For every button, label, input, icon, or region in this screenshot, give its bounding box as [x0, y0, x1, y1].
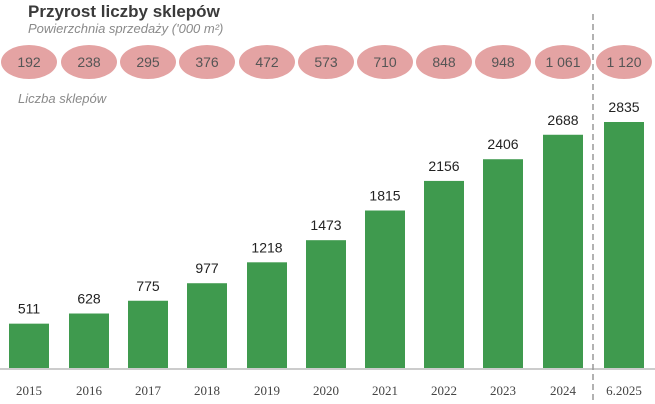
bar	[306, 240, 346, 368]
chart-subtitle: Powierzchnia sprzedaży ('000 m²)	[28, 21, 223, 36]
x-tick-label: 2022	[431, 383, 457, 398]
bar	[69, 313, 109, 368]
sales-area-label: 710	[373, 54, 397, 70]
bar	[424, 180, 464, 368]
series-label: Liczba sklepów	[18, 91, 108, 106]
sales-area-ellipse	[120, 45, 176, 79]
sales-area-label: 376	[195, 54, 219, 70]
bar	[9, 323, 49, 368]
bar	[483, 159, 523, 368]
bar	[543, 134, 583, 368]
x-tick-label: 2016	[76, 383, 103, 398]
sales-area-label: 948	[491, 54, 515, 70]
sales-area-ellipse	[1, 45, 57, 79]
x-tick-label: 2019	[254, 383, 280, 398]
x-tick-label: 2023	[490, 383, 516, 398]
sales-area-ellipse	[298, 45, 354, 79]
value-label: 2406	[487, 136, 518, 152]
sales-area-ellipse	[61, 45, 117, 79]
value-label: 628	[77, 291, 101, 307]
value-label: 2835	[608, 99, 639, 115]
sales-area-label: 472	[255, 54, 279, 70]
sales-area-ellipse	[596, 45, 652, 79]
value-label: 2156	[428, 158, 459, 174]
bar	[365, 210, 405, 368]
bar	[187, 283, 227, 368]
sales-area-label: 238	[77, 54, 101, 70]
x-tick-label: 2018	[194, 383, 220, 398]
chart-title: Przyrost liczby sklepów	[28, 2, 221, 21]
sales-area-label: 848	[432, 54, 456, 70]
x-tick-label: 2021	[372, 383, 398, 398]
sales-area-ellipse	[357, 45, 413, 79]
sales-area-label: 295	[136, 54, 160, 70]
sales-area-ellipse	[475, 45, 531, 79]
sales-area-ellipse	[239, 45, 295, 79]
value-label: 1815	[369, 188, 400, 204]
value-label: 1473	[310, 217, 341, 233]
value-label: 511	[18, 301, 41, 317]
sales-area-label: 573	[314, 54, 338, 70]
x-tick-label: 2024	[550, 383, 577, 398]
bar	[128, 300, 168, 368]
bar	[604, 122, 644, 368]
value-label: 2688	[547, 112, 578, 128]
value-label: 1218	[251, 239, 282, 255]
bar	[247, 262, 287, 368]
value-label: 775	[136, 278, 160, 294]
x-tick-label: 2015	[16, 383, 42, 398]
sales-area-ellipse	[416, 45, 472, 79]
value-label: 977	[195, 260, 219, 276]
x-tick-label: 6.2025	[606, 383, 642, 398]
sales-area-label: 192	[17, 54, 41, 70]
sales-area-label: 1 061	[545, 54, 580, 70]
sales-area-ellipse	[179, 45, 235, 79]
sales-area-label: 1 120	[606, 54, 641, 70]
x-tick-label: 2020	[313, 383, 339, 398]
x-tick-label: 2017	[135, 383, 162, 398]
sales-area-ellipse	[535, 45, 591, 79]
